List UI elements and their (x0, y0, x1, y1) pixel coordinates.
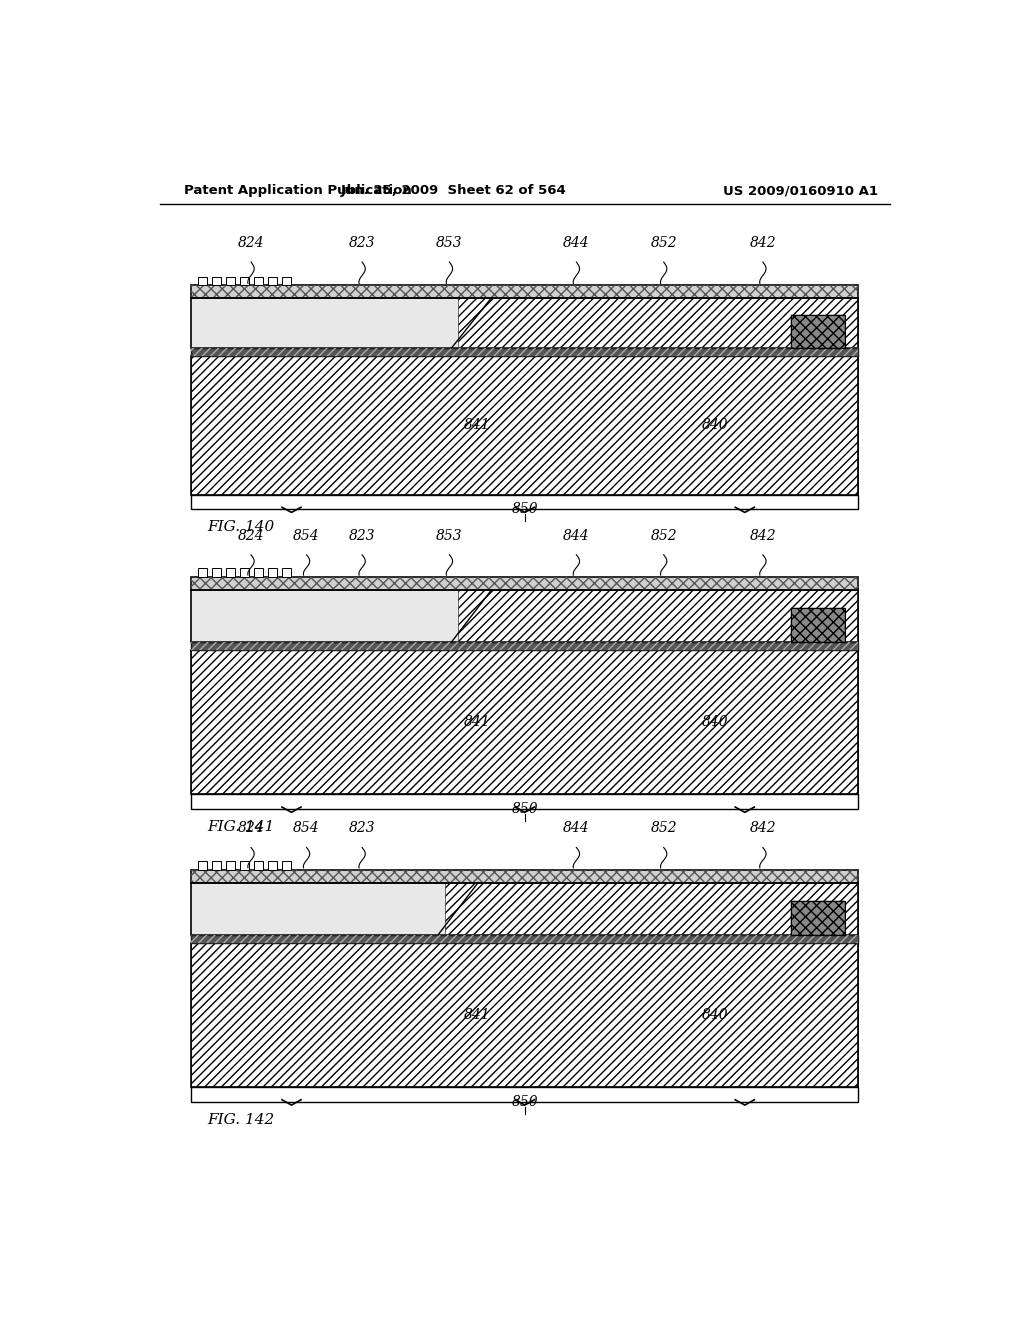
Text: Jun. 25, 2009  Sheet 62 of 564: Jun. 25, 2009 Sheet 62 of 564 (341, 185, 566, 198)
Bar (191, 298, 858, 348)
Bar (792, 609, 845, 642)
Bar (191, 590, 858, 642)
Bar (199, 568, 208, 577)
Bar (241, 568, 250, 577)
Text: 842: 842 (750, 821, 776, 836)
Bar (792, 900, 845, 935)
Bar (191, 298, 458, 348)
Bar (254, 276, 263, 285)
Bar (792, 609, 845, 642)
Text: FIG. 141: FIG. 141 (207, 820, 274, 834)
Text: 850: 850 (511, 1094, 539, 1109)
Text: 852: 852 (650, 528, 677, 543)
Text: 841: 841 (464, 1007, 490, 1022)
Bar (283, 568, 292, 577)
Text: FIG. 142: FIG. 142 (207, 1113, 274, 1127)
Text: 853: 853 (436, 528, 463, 543)
Bar (191, 590, 458, 642)
Bar (241, 861, 250, 870)
Bar (792, 315, 845, 348)
Bar (191, 285, 858, 298)
Text: 854: 854 (293, 821, 319, 836)
Text: 850: 850 (511, 502, 539, 516)
Bar (191, 883, 858, 935)
Text: 844: 844 (563, 236, 590, 249)
Text: 844: 844 (563, 528, 590, 543)
Text: 852: 852 (650, 821, 677, 836)
Text: 823: 823 (349, 821, 376, 836)
Text: 844: 844 (563, 821, 590, 836)
Text: 823: 823 (349, 236, 376, 249)
Text: 840: 840 (701, 715, 729, 729)
Text: 841: 841 (464, 715, 490, 729)
Text: 840: 840 (701, 418, 729, 432)
Text: 840: 840 (701, 1007, 729, 1022)
Bar (191, 793, 858, 809)
Bar (191, 285, 858, 298)
Bar (268, 568, 278, 577)
Bar (268, 861, 278, 870)
Bar (212, 568, 221, 577)
Text: US 2009/0160910 A1: US 2009/0160910 A1 (723, 185, 879, 198)
Bar (458, 590, 858, 642)
Bar (199, 861, 208, 870)
Bar (191, 1086, 858, 1102)
Bar (191, 651, 858, 793)
Text: 841: 841 (464, 418, 490, 432)
Text: 824: 824 (238, 821, 264, 836)
Bar (212, 861, 221, 870)
Text: 823: 823 (349, 528, 376, 543)
Text: 852: 852 (650, 236, 677, 249)
Bar (191, 348, 858, 356)
Bar (241, 276, 250, 285)
Bar (191, 577, 858, 590)
Bar (191, 356, 858, 495)
Bar (444, 883, 858, 935)
Bar (191, 935, 858, 942)
Bar (191, 642, 858, 651)
Bar (191, 495, 858, 510)
Bar (191, 870, 858, 883)
Bar (191, 651, 858, 793)
Bar (283, 861, 292, 870)
Bar (792, 900, 845, 935)
Text: Patent Application Publication: Patent Application Publication (183, 185, 412, 198)
Bar (254, 861, 263, 870)
Bar (191, 348, 858, 356)
Bar (254, 568, 263, 577)
Bar (268, 276, 278, 285)
Bar (792, 315, 845, 348)
Bar (444, 883, 858, 935)
Bar (458, 590, 858, 642)
Text: 842: 842 (750, 528, 776, 543)
Bar (191, 935, 858, 942)
Bar (191, 942, 858, 1086)
Bar (191, 642, 858, 651)
Text: FIG. 140: FIG. 140 (207, 520, 274, 535)
Bar (191, 577, 858, 590)
Text: 824: 824 (238, 528, 264, 543)
Bar (199, 276, 208, 285)
Bar (226, 861, 236, 870)
Bar (191, 356, 858, 495)
Bar (226, 276, 236, 285)
Text: 853: 853 (436, 236, 463, 249)
Bar (226, 568, 236, 577)
Bar (191, 942, 858, 1086)
Text: 854: 854 (293, 528, 319, 543)
Text: 842: 842 (750, 236, 776, 249)
Bar (212, 276, 221, 285)
Bar (191, 870, 858, 883)
Bar (458, 298, 858, 348)
Text: 850: 850 (511, 803, 539, 816)
Bar (191, 883, 444, 935)
Text: 824: 824 (238, 236, 264, 249)
Bar (283, 276, 292, 285)
Bar (458, 298, 858, 348)
